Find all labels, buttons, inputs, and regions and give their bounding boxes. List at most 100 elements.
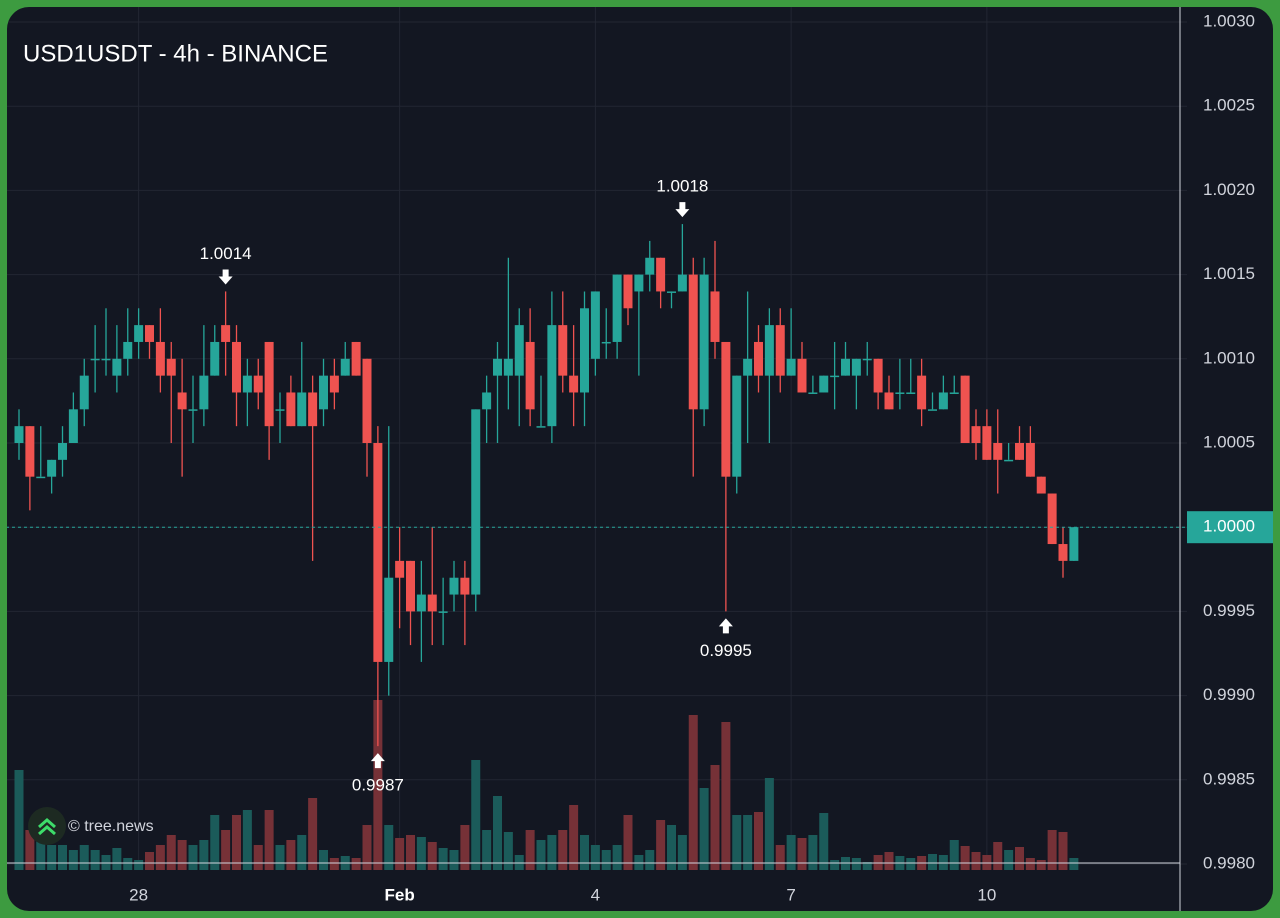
candle-body: [601, 341, 611, 344]
volume-bar: [1015, 847, 1024, 870]
volume-bar: [199, 840, 209, 870]
volume-bar: [906, 858, 916, 870]
volume-bar: [438, 848, 448, 870]
candle-body: [79, 375, 89, 410]
candle-body: [645, 257, 655, 275]
volume-bar: [536, 840, 546, 870]
y-tick-label: 0.9985: [1203, 769, 1255, 788]
volume-bar: [90, 850, 100, 870]
candle-body: [329, 375, 339, 393]
candle-body: [634, 274, 644, 292]
volume-bar: [862, 862, 872, 870]
volume-bar: [177, 840, 187, 870]
candle-body: [917, 375, 927, 410]
candle-body: [569, 375, 579, 393]
volume-bar: [460, 825, 470, 870]
volume-bar: [775, 845, 785, 870]
candle-body: [819, 375, 829, 393]
candle-body: [362, 358, 372, 443]
annotation-label: 0.9995: [700, 641, 752, 660]
candle-body: [145, 325, 154, 342]
volume-bar: [134, 860, 144, 870]
candle-body: [427, 594, 437, 612]
volume-bar: [960, 846, 970, 870]
volume-layer: [14, 700, 1079, 870]
candle-body: [754, 341, 763, 376]
candle-body: [188, 409, 198, 411]
volume-bar: [482, 830, 492, 870]
annotation-arrow: [370, 753, 385, 769]
volume-bar: [36, 840, 46, 870]
volume-bar: [503, 832, 513, 870]
annotation-arrow: [718, 618, 733, 634]
candle-body: [938, 392, 948, 410]
watermark-logo: [28, 807, 66, 845]
volume-bar: [297, 835, 307, 870]
candle-body: [373, 443, 383, 662]
volume-bar: [754, 812, 763, 870]
candle-body: [612, 274, 622, 342]
volume-bar: [851, 858, 861, 870]
x-tick-label: Feb: [385, 885, 415, 904]
volume-bar: [384, 825, 394, 870]
candle-body: [503, 358, 513, 376]
candle-body: [667, 291, 676, 293]
candle-body: [993, 443, 1003, 460]
y-tick-label: 1.0015: [1203, 264, 1255, 283]
volume-bar: [58, 845, 67, 870]
candle-body: [775, 325, 785, 376]
y-tick-label: 1.0025: [1203, 96, 1255, 115]
volume-bar: [710, 765, 720, 870]
candle-body: [1047, 493, 1057, 545]
volume-bar: [797, 838, 807, 870]
candle-body: [580, 308, 589, 393]
candle-body: [210, 341, 220, 376]
y-tick-label: 1.0030: [1203, 11, 1255, 30]
label-layer: 0.9980 0.9985 0.9990 0.9995 1.0000 1.0005 1.00…: [7, 11, 1273, 904]
volume-bar: [79, 845, 89, 870]
y-tick-label: 1.0010: [1203, 348, 1255, 367]
candle-body: [308, 392, 318, 427]
volume-bar: [656, 820, 666, 870]
volume-bar: [275, 845, 285, 870]
candle-body: [199, 375, 209, 410]
candle-body: [906, 392, 916, 394]
volume-bar: [1036, 860, 1046, 870]
candle-body: [166, 358, 176, 376]
volume-bar: [743, 815, 753, 870]
y-tick-label: 1.0020: [1203, 180, 1255, 199]
candle-body: [471, 409, 481, 595]
volume-bar: [253, 845, 263, 870]
candle-body: [232, 341, 241, 393]
volume-bar: [264, 810, 274, 870]
candle-body: [960, 375, 970, 443]
volume-bar: [155, 845, 165, 870]
candle-body: [416, 594, 426, 612]
candle-body: [275, 409, 285, 411]
volume-bar: [416, 837, 426, 870]
volume-bar: [764, 778, 774, 870]
candle-body: [656, 257, 666, 292]
volume-bar: [971, 852, 981, 870]
volume-bar: [1025, 858, 1035, 870]
x-tick-label: 28: [129, 885, 148, 904]
candle-body: [884, 392, 894, 410]
candle-body: [384, 577, 394, 662]
volume-bar: [308, 798, 318, 870]
candle-body: [25, 426, 35, 477]
candle-body: [319, 375, 328, 410]
volume-bar: [188, 845, 198, 870]
volume-bar: [1058, 832, 1068, 870]
volume-bar: [1004, 850, 1014, 870]
volume-bar: [786, 835, 796, 870]
candle-body: [406, 560, 415, 612]
candle-body: [482, 392, 492, 410]
candle-body: [786, 358, 796, 376]
candle-body: [688, 274, 698, 410]
candle-body: [493, 358, 502, 376]
candle-body: [112, 358, 122, 376]
candle-body: [721, 341, 731, 477]
candle-body: [514, 325, 524, 376]
volume-bar: [601, 850, 611, 870]
volume-bar: [123, 858, 133, 870]
